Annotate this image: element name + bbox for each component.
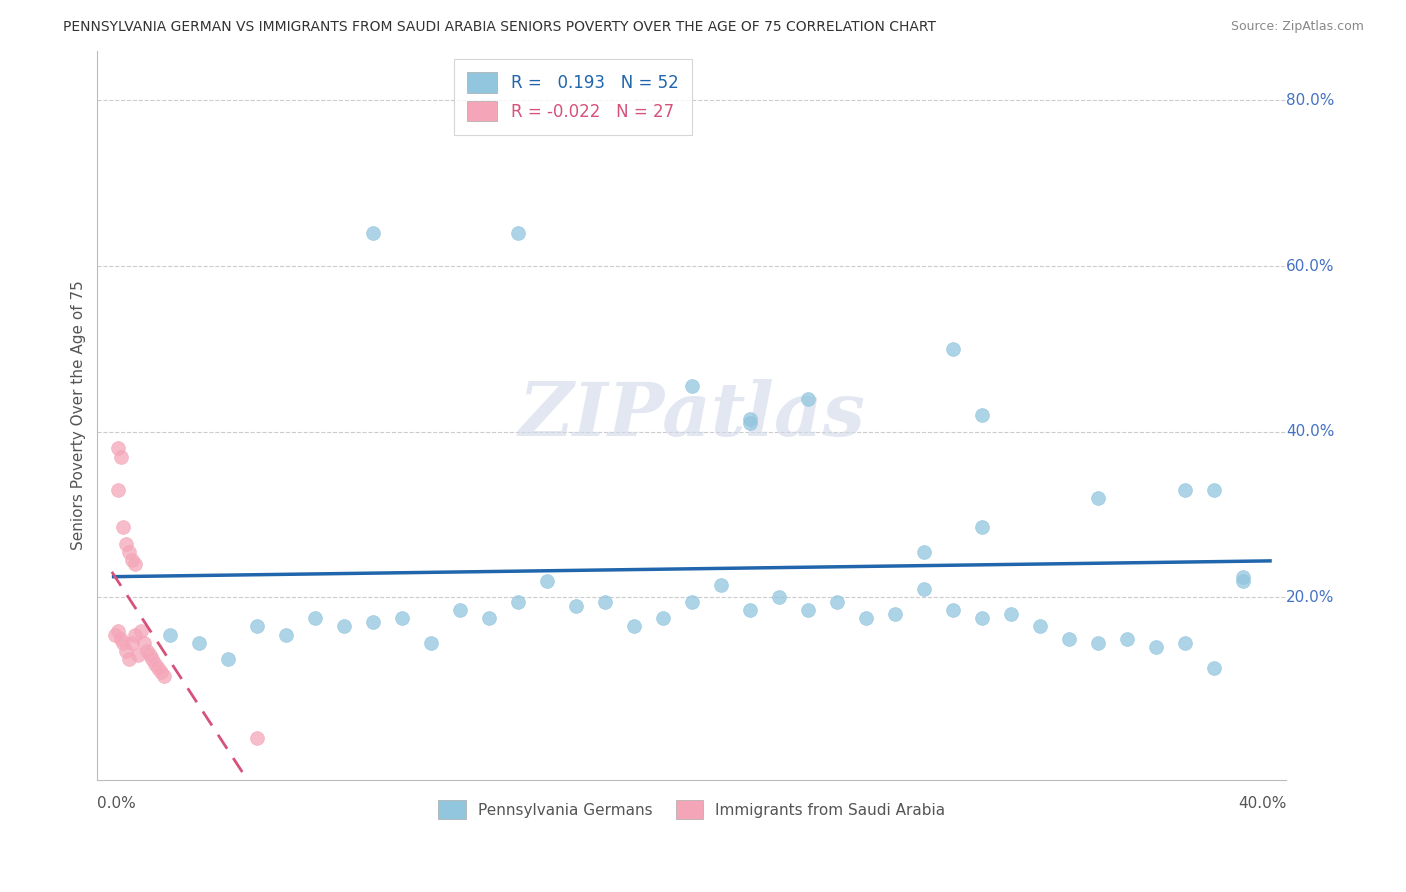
Point	[112, 636, 135, 650]
Point	[304, 611, 326, 625]
Point	[768, 591, 790, 605]
Point	[274, 627, 297, 641]
Point	[187, 636, 209, 650]
Point	[107, 483, 129, 497]
Point	[1000, 607, 1022, 621]
Point	[1232, 574, 1254, 588]
Point	[118, 545, 141, 559]
Text: 40.0%: 40.0%	[1237, 797, 1286, 811]
Point	[1232, 569, 1254, 583]
Point	[970, 611, 993, 625]
Point	[217, 652, 239, 666]
Point	[825, 594, 848, 608]
Point	[110, 450, 132, 464]
Point	[333, 619, 356, 633]
Point	[1144, 640, 1167, 654]
Point	[1057, 632, 1080, 646]
Point	[942, 603, 965, 617]
Point	[593, 594, 616, 608]
Point	[1174, 636, 1197, 650]
Point	[1202, 661, 1225, 675]
Point	[150, 665, 173, 679]
Point	[391, 611, 413, 625]
Point	[738, 412, 761, 426]
Point	[651, 611, 673, 625]
Text: Source: ZipAtlas.com: Source: ZipAtlas.com	[1230, 20, 1364, 33]
Point	[623, 619, 645, 633]
Point	[124, 627, 146, 641]
Point	[419, 636, 441, 650]
Text: PENNSYLVANIA GERMAN VS IMMIGRANTS FROM SAUDI ARABIA SENIORS POVERTY OVER THE AGE: PENNSYLVANIA GERMAN VS IMMIGRANTS FROM S…	[63, 20, 936, 34]
Text: 20.0%: 20.0%	[1286, 590, 1334, 605]
Point	[129, 624, 152, 638]
Point	[506, 226, 529, 240]
Point	[912, 545, 935, 559]
Point	[506, 594, 529, 608]
Point	[148, 661, 170, 675]
Point	[361, 615, 384, 630]
Point	[478, 611, 501, 625]
Point	[104, 627, 127, 641]
Point	[361, 226, 384, 240]
Point	[449, 603, 471, 617]
Point	[942, 342, 965, 356]
Point	[246, 619, 269, 633]
Point	[681, 379, 703, 393]
Text: 0.0%: 0.0%	[97, 797, 136, 811]
Point	[127, 648, 149, 663]
Point	[738, 417, 761, 431]
Text: 40.0%: 40.0%	[1286, 425, 1334, 439]
Point	[738, 603, 761, 617]
Text: ZIPatlas: ZIPatlas	[519, 379, 865, 451]
Point	[681, 594, 703, 608]
Point	[118, 652, 141, 666]
Point	[855, 611, 877, 625]
Point	[1087, 491, 1109, 505]
Point	[153, 669, 176, 683]
Point	[121, 553, 143, 567]
Point	[246, 731, 269, 746]
Point	[121, 636, 143, 650]
Point	[536, 574, 558, 588]
Point	[912, 582, 935, 596]
Point	[141, 652, 163, 666]
Point	[970, 520, 993, 534]
Point	[143, 657, 166, 671]
Point	[1087, 636, 1109, 650]
Text: 60.0%: 60.0%	[1286, 259, 1334, 274]
Point	[132, 636, 155, 650]
Point	[138, 648, 160, 663]
Point	[970, 408, 993, 422]
Point	[797, 603, 820, 617]
Point	[115, 536, 138, 550]
Legend: Pennsylvania Germans, Immigrants from Saudi Arabia: Pennsylvania Germans, Immigrants from Sa…	[430, 793, 953, 827]
Point	[710, 578, 733, 592]
Point	[159, 627, 181, 641]
Point	[107, 624, 129, 638]
Point	[883, 607, 905, 621]
Point	[135, 644, 157, 658]
Point	[1202, 483, 1225, 497]
Point	[115, 644, 138, 658]
Point	[565, 599, 588, 613]
Point	[1115, 632, 1137, 646]
Text: 80.0%: 80.0%	[1286, 93, 1334, 108]
Y-axis label: Seniors Poverty Over the Age of 75: Seniors Poverty Over the Age of 75	[72, 280, 86, 550]
Point	[1029, 619, 1052, 633]
Point	[797, 392, 820, 406]
Point	[110, 632, 132, 646]
Point	[124, 558, 146, 572]
Point	[112, 520, 135, 534]
Point	[1174, 483, 1197, 497]
Point	[107, 442, 129, 456]
